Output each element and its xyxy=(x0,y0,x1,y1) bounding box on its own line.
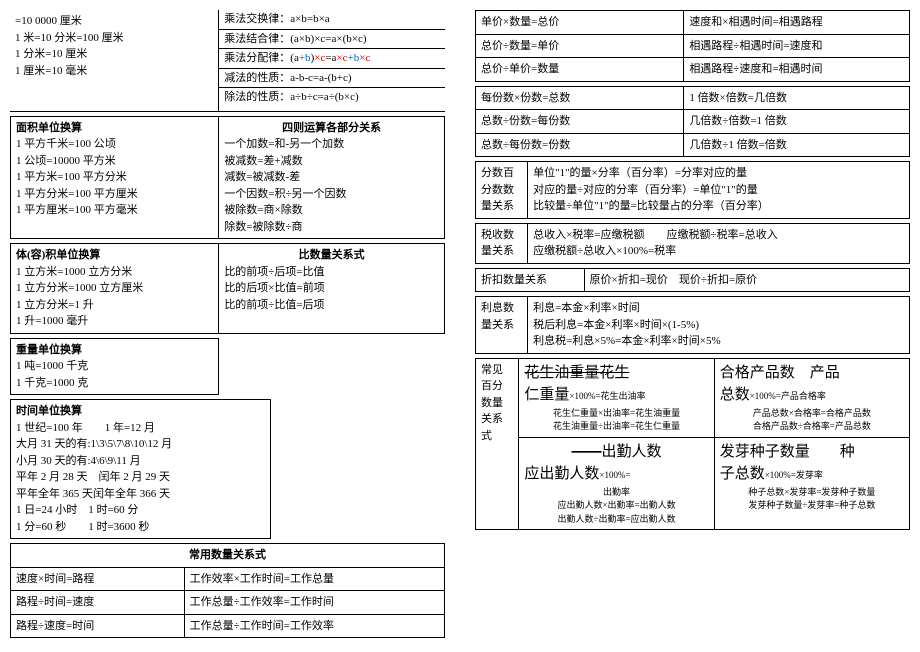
interest-relations: 利息数量关系 利息=本金×利率×时间 税后利息=本金×利率×时间×(1-5%) … xyxy=(475,296,910,354)
fraction-relations: 分数百分数数量关系 单位"1"的量×分率（百分率）=分率对应的量 对应的量÷对应… xyxy=(475,161,910,219)
length-and-laws: =10 0000 厘米 1 米=10 分米=100 厘米 1 分米=10 厘米 … xyxy=(10,10,445,112)
germination-rate: 发芽种子数量 种 子总数×100%=发芽率 种子总数×发芽率=发芽种子数量 发芽… xyxy=(714,437,909,530)
volume-units: 体(容)积单位换算 1 立方米=1000 立方分米 1 立方分米=1000 立方… xyxy=(11,244,219,334)
left-column: =10 0000 厘米 1 米=10 分米=100 厘米 1 分米=10 厘米 … xyxy=(10,10,445,642)
tax-relations: 税收数量关系 总收入×税率=应缴税额 应缴税额÷税率=总收入 应缴税额÷总收入×… xyxy=(475,223,910,264)
area-fourop: 面积单位换算 1 平方千米=100 公顷 1 公顷=10000 平方米 1 平方… xyxy=(10,116,445,240)
quality-rate: 合格产品数 产品 总数×100%=产品合格率 产品总数×合格率=合格产品数 合格… xyxy=(714,358,909,437)
discount-relations: 折扣数量关系 原价×折扣=现价 现价÷折扣=原价 xyxy=(475,268,910,293)
ratio-relations: 比数量关系式 比的前项÷后项=比值 比的后项×比值=前项 比的前项÷比值=后项 xyxy=(219,244,445,334)
frac-title: 分数百分数数量关系 xyxy=(476,162,528,219)
area-units: 面积单位换算 1 平方千米=100 公顷 1 公顷=10000 平方米 1 平方… xyxy=(11,116,219,239)
vol-ratio: 体(容)积单位换算 1 立方米=1000 立方分米 1 立方分米=1000 立方… xyxy=(10,243,445,334)
length-units: =10 0000 厘米 1 米=10 分米=100 厘米 1 分米=10 厘米 … xyxy=(10,10,219,111)
portion-times: 每份数×份数=总数1 倍数×倍数=几倍数 总数÷份数=每份数几倍数÷倍数=1 倍… xyxy=(475,86,910,158)
mass-table: 重量单位换算 1 吨=1000 千克 1 千克=1000 克 xyxy=(10,338,219,396)
oil-rate: 花生油重量花生 仁重量×100%=花生出油率 花生仁重量×出油率=花生油重量 花… xyxy=(519,358,714,437)
price-meet: 单价×数量=总价速度和×相遇时间=相遇路程 总价÷数量=单价相遇路程÷相遇时间=… xyxy=(475,10,910,82)
time-table: 时间单位换算 1 世纪=100 年 1 年=12 月 大月 31 天的有:1\3… xyxy=(10,399,271,539)
attendance-rate: ——出勤人数 应出勤人数×100%= 出勤率 应出勤人数×出勤率=出勤人数 出勤… xyxy=(519,437,714,530)
right-column: 单价×数量=总价速度和×相遇时间=相遇路程 总价÷数量=单价相遇路程÷相遇时间=… xyxy=(475,10,910,642)
common-relations: 常用数量关系式 速度×时间=路程工作效率×工作时间=工作总量 路程÷时间=速度工… xyxy=(10,543,445,638)
mult-laws: 乘法交换律：a×b=b×a 乘法结合律：(a×b)×c=a×(b×c) 乘法分配… xyxy=(219,10,445,111)
four-operations: 四则运算各部分关系 一个加数=和-另一个加数 被减数=差+减数 减数=被减数-差… xyxy=(219,116,445,239)
percent-relations: 常见百分数量关系式 花生油重量花生 仁重量×100%=花生出油率 花生仁重量×出… xyxy=(475,358,910,531)
